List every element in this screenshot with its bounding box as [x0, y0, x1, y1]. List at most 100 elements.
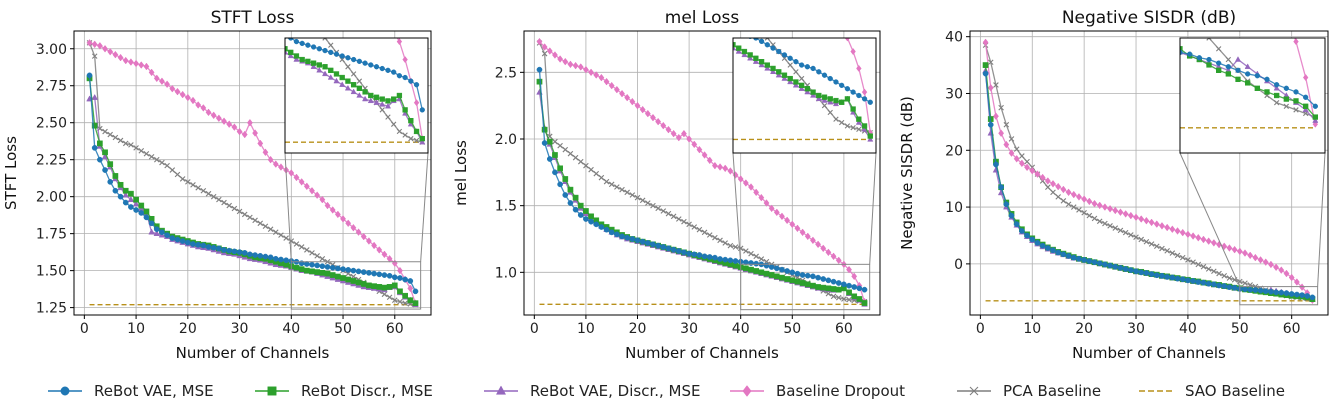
data-point: [309, 268, 315, 275]
data-point: [1019, 228, 1025, 234]
data-point: [195, 185, 201, 191]
data-point: [277, 43, 282, 48]
data-point: [293, 241, 300, 247]
data-point: [815, 284, 821, 290]
data-point: [665, 125, 672, 134]
data-point: [1107, 223, 1113, 229]
data-point: [798, 82, 805, 89]
data-point: [303, 267, 310, 274]
data-point: [844, 38, 851, 42]
data-point: [1153, 243, 1160, 250]
data-point: [776, 48, 782, 55]
data-point: [376, 246, 383, 254]
data-point: [117, 53, 124, 62]
data-point: [179, 90, 186, 99]
data-point: [1293, 107, 1299, 113]
series-line: [766, 38, 871, 134]
data-point: [1288, 291, 1295, 297]
data-point: [1024, 163, 1030, 172]
chart-panel-3: 0 10 20 30 40 50 60 0 10 20 30 40 Negative SISDR (dB…: [898, 8, 1329, 362]
data-point: [86, 39, 93, 47]
data-point: [998, 104, 1004, 111]
data-point: [107, 179, 114, 185]
data-point: [381, 250, 388, 259]
data-point: [298, 244, 305, 250]
data-point: [634, 237, 641, 244]
data-point: [345, 78, 351, 84]
data-point: [335, 273, 341, 280]
data-point: [1185, 257, 1191, 263]
data-point: [350, 56, 357, 63]
data-point: [577, 212, 584, 218]
data-point: [190, 241, 196, 247]
data-point: [402, 276, 408, 283]
data-point: [624, 93, 631, 102]
data-point: [293, 264, 300, 271]
data-point: [200, 242, 207, 249]
data-point: [350, 223, 357, 232]
data-point: [226, 202, 233, 209]
data-point: [412, 300, 419, 307]
data-point: [1076, 207, 1082, 213]
data-point: [552, 169, 558, 176]
data-point: [856, 116, 862, 122]
data-point: [419, 135, 425, 142]
data-point: [133, 145, 139, 151]
data-point: [1138, 215, 1145, 223]
data-point: [816, 92, 822, 99]
legend-entry: ReBot Discr., MSE: [255, 382, 433, 400]
data-point: [132, 200, 140, 207]
data-point: [267, 254, 274, 261]
series-line: [288, 38, 423, 111]
data-point: [316, 66, 323, 73]
data-point: [1112, 263, 1119, 270]
data-point: [798, 75, 805, 82]
data-point: [1205, 237, 1212, 245]
data-point: [314, 269, 321, 275]
data-point: [747, 52, 753, 58]
data-point: [200, 104, 207, 112]
data-point: [1070, 204, 1077, 210]
data-point: [262, 253, 269, 260]
data-point: [311, 21, 316, 26]
y-axis-label: mel Loss: [452, 140, 470, 206]
data-point: [153, 74, 160, 83]
data-point: [386, 284, 393, 290]
data-point: [386, 294, 393, 301]
inset-series-square: [277, 43, 425, 142]
data-point: [810, 273, 816, 280]
data-point: [644, 109, 651, 118]
data-point: [396, 128, 403, 135]
series-circle: [86, 72, 419, 295]
data-point: [608, 181, 615, 188]
data-point: [407, 284, 414, 293]
data-point: [1091, 259, 1098, 266]
data-point: [1195, 233, 1202, 242]
series-line: [1180, 48, 1316, 118]
data-point: [603, 226, 610, 233]
data-point: [844, 86, 851, 92]
data-point: [412, 288, 419, 295]
data-point: [763, 258, 770, 265]
data-point: [835, 280, 842, 286]
data-point: [828, 4, 833, 10]
data-point: [798, 85, 805, 91]
data-point: [552, 51, 558, 59]
data-point: [706, 254, 713, 260]
data-point: [298, 178, 305, 186]
data-point: [562, 176, 569, 182]
y-tick-label: 3.00: [36, 42, 67, 58]
data-point: [830, 286, 837, 292]
data-point: [345, 219, 352, 228]
data-point: [397, 266, 403, 275]
data-point: [1200, 235, 1207, 244]
data-point: [319, 269, 326, 276]
data-point: [639, 197, 646, 204]
data-point: [624, 234, 631, 241]
data-point: [339, 81, 346, 87]
series-circle: [536, 66, 868, 293]
data-point: [1221, 273, 1228, 279]
data-point: [706, 232, 713, 238]
data-point: [159, 77, 165, 86]
data-point: [226, 247, 233, 254]
